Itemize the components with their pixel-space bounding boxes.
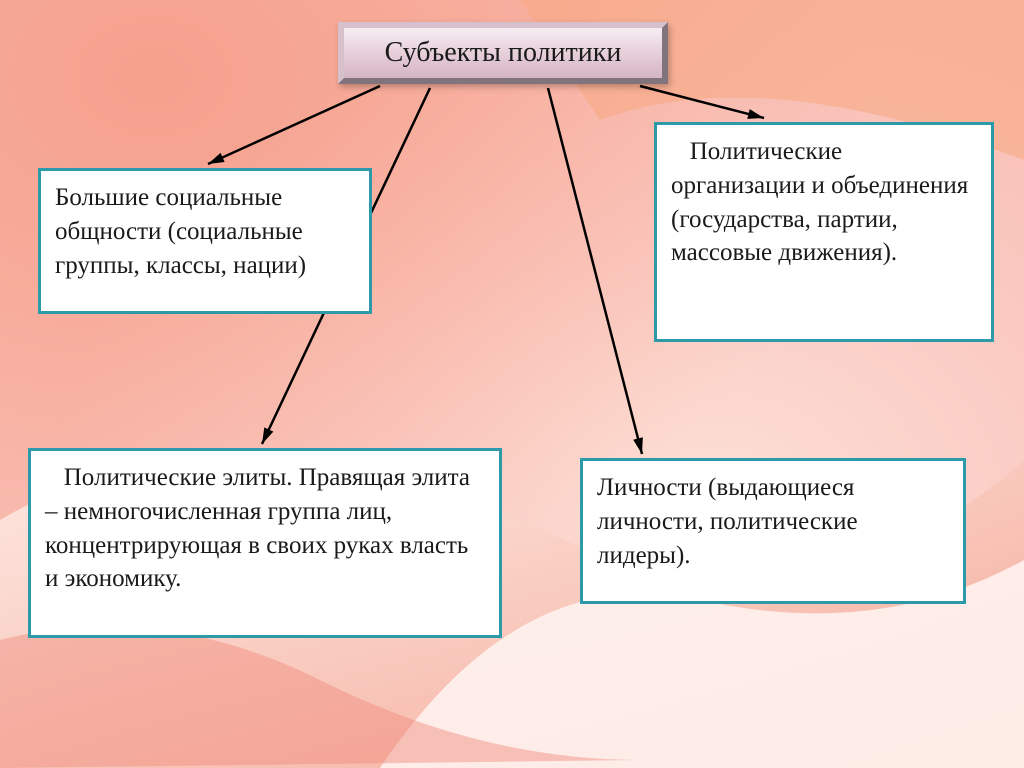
- node-orgs: Политические организации и объединения (…: [654, 122, 994, 342]
- diagram-title: Субъекты политики: [338, 22, 668, 84]
- node-text: Политические организации и объединения (…: [671, 138, 974, 266]
- node-social: Большие социальные общности (социальные …: [38, 168, 372, 314]
- node-text: Политические элиты. Правящая элита – нем…: [45, 464, 476, 592]
- node-text: Большие социальные общности (социальные …: [55, 184, 309, 279]
- fabric-background: [0, 0, 1024, 768]
- node-elites: Политические элиты. Правящая элита – нем…: [28, 448, 502, 638]
- node-text: Личности (выдающиеся личности, политичес…: [597, 474, 864, 569]
- diagram-title-text: Субъекты политики: [385, 37, 622, 69]
- node-persons: Личности (выдающиеся личности, политичес…: [580, 458, 966, 604]
